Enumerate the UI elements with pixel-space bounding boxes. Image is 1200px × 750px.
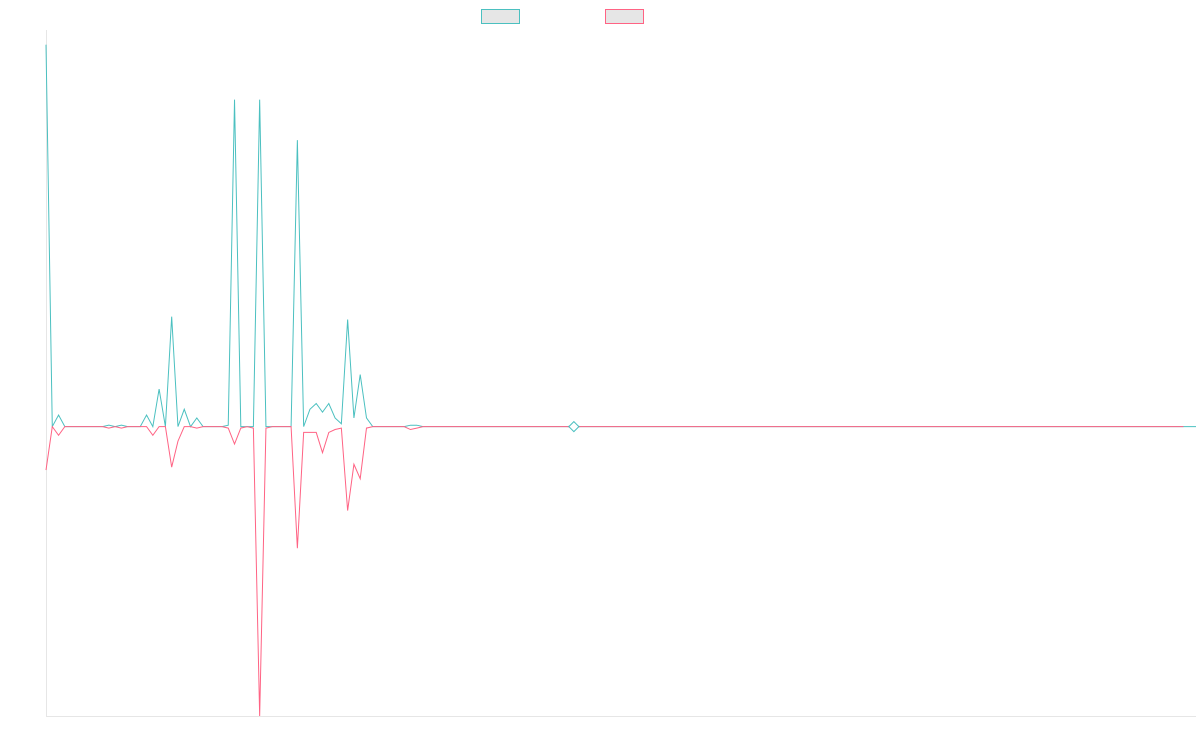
data-point-marker	[568, 420, 580, 433]
legend-swatch-series-1[interactable]	[481, 9, 520, 24]
legend-swatch-series-2[interactable]	[605, 9, 644, 24]
series-layer	[45, 44, 1196, 717]
series-line-2	[45, 425, 1184, 717]
series-line-1	[45, 44, 1196, 429]
